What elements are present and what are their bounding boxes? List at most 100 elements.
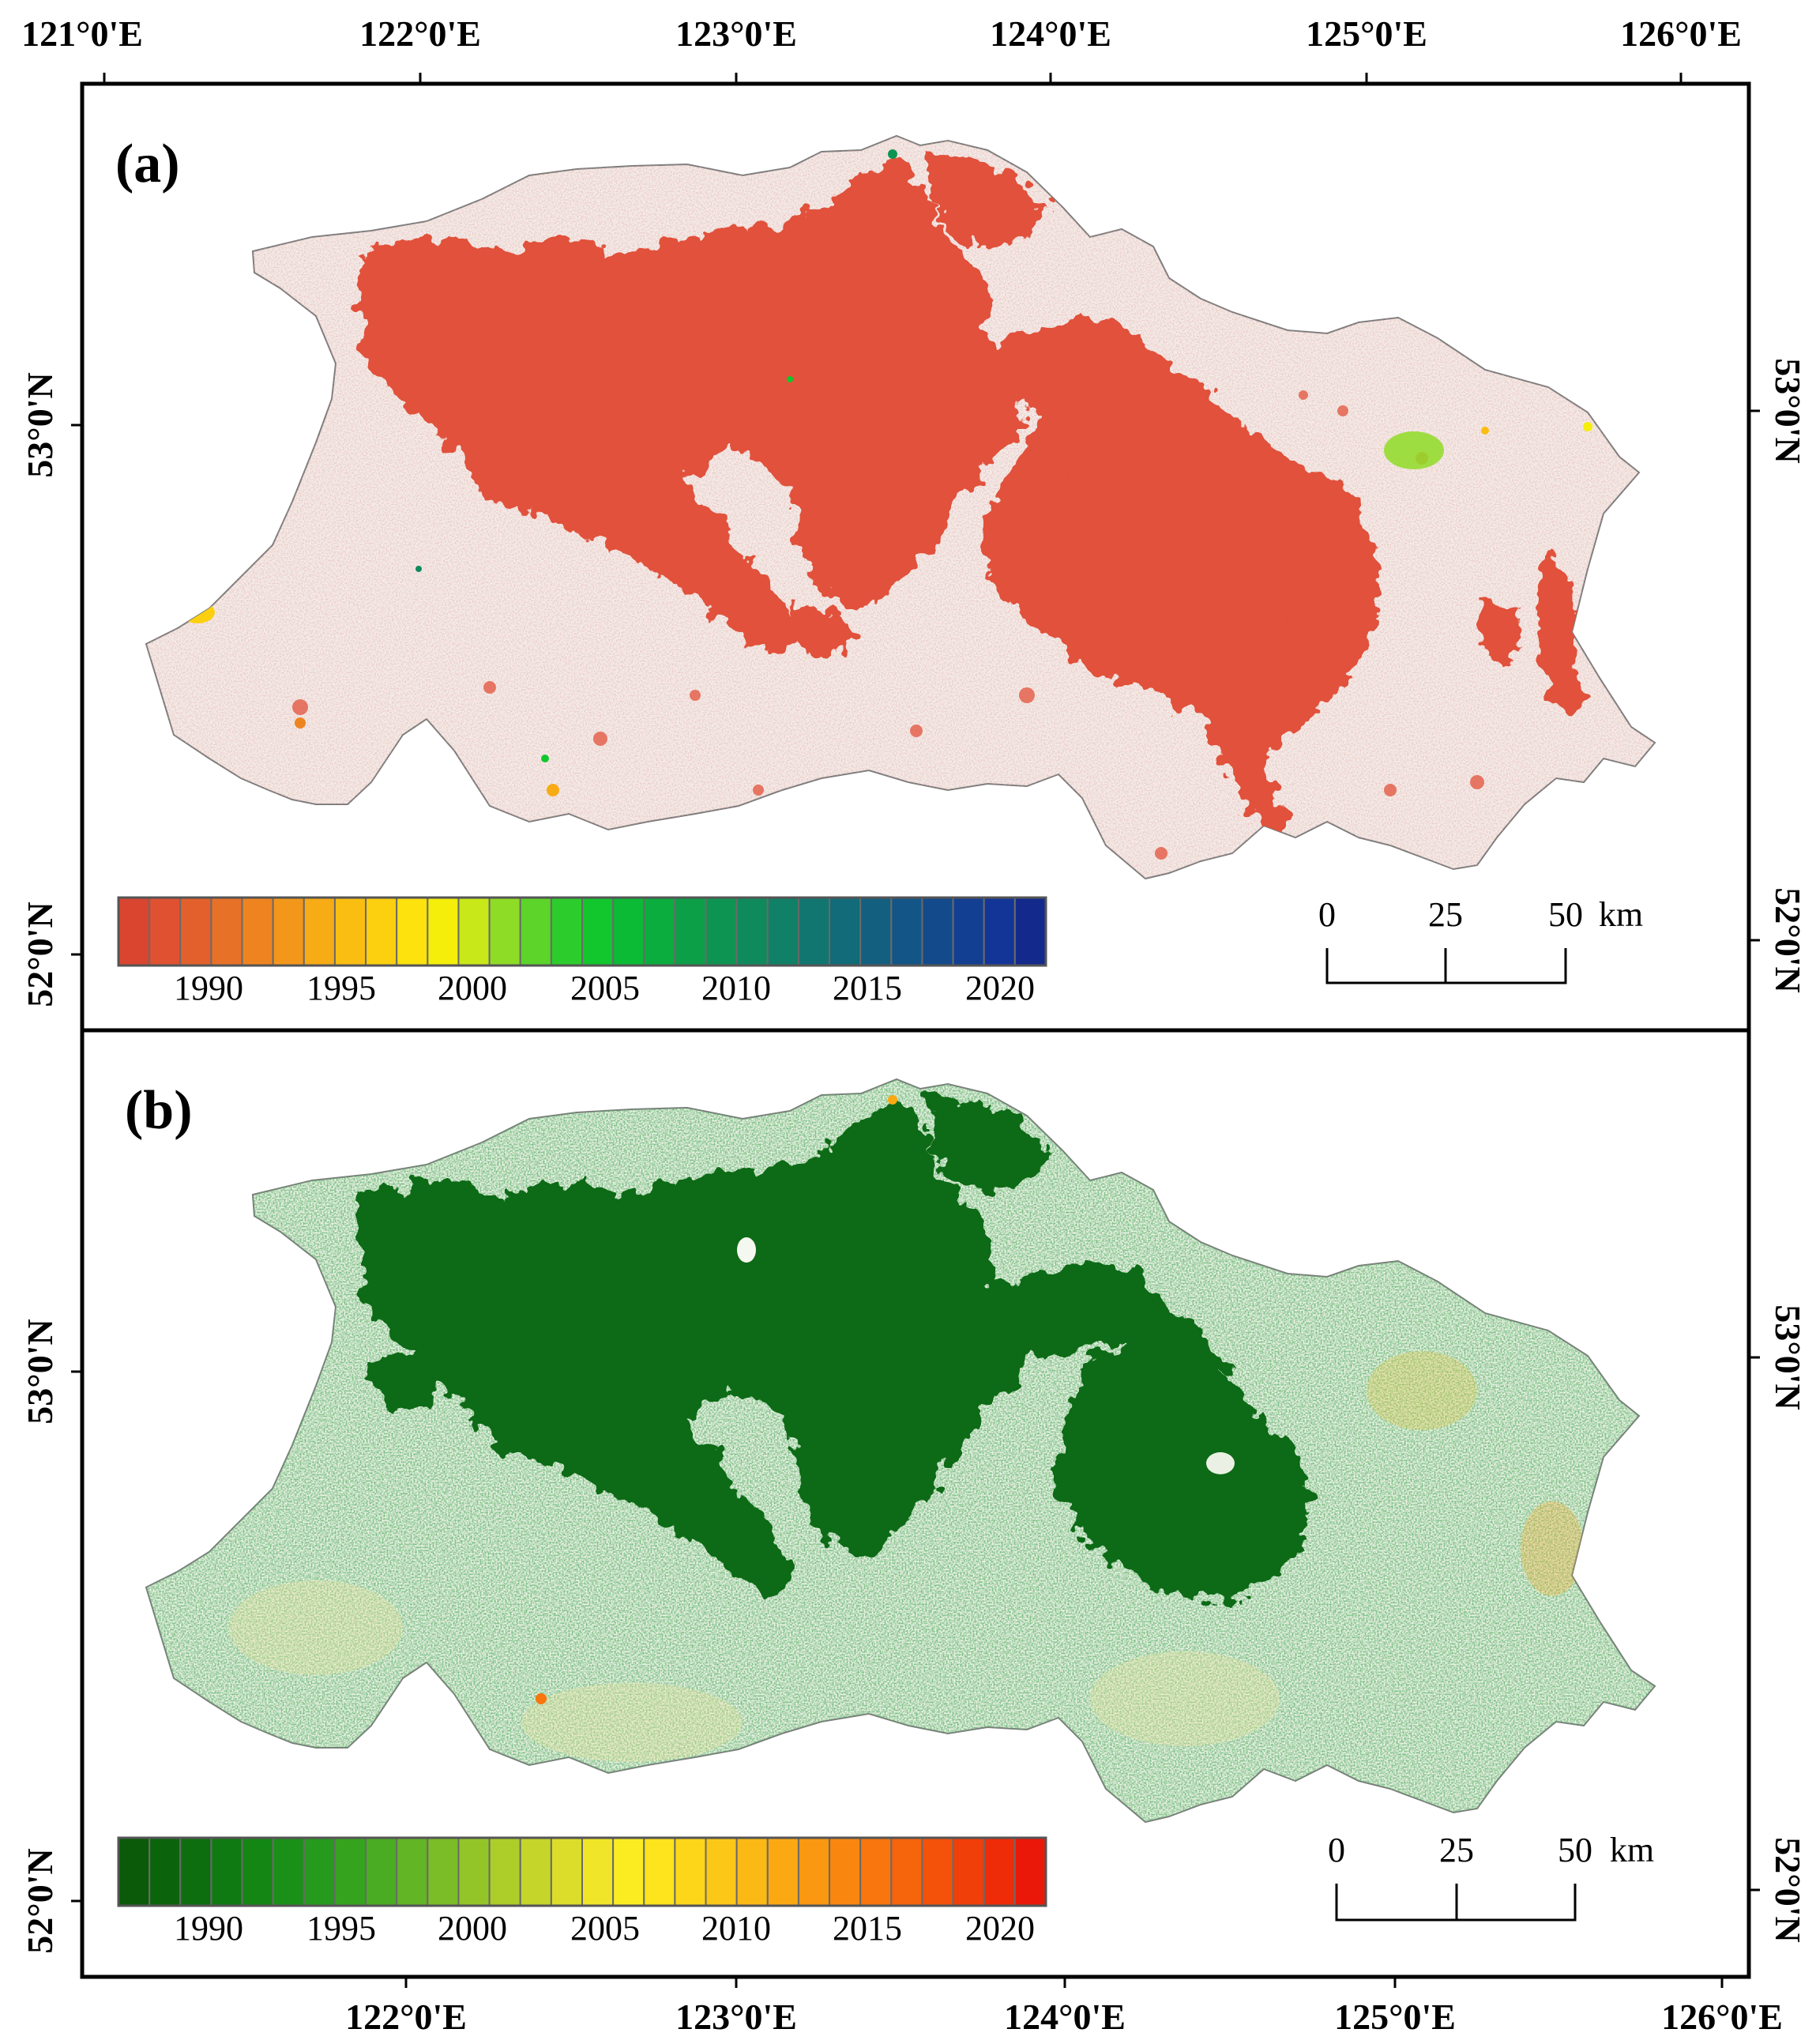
panel-b: (b) 1990 1995 2000 2005 2010 2015 2020 0… (20, 1028, 1808, 1988)
colorbar-cell (705, 1837, 738, 1907)
colorbar-cell (396, 1837, 429, 1907)
panel-b-ticks (71, 1356, 1760, 1988)
panel-a-colorbar-cells (118, 897, 1047, 966)
colorbar-cell (118, 897, 151, 966)
colorbar-cell (674, 1837, 707, 1907)
panel-a-scale-line (1325, 948, 1567, 984)
panel-b-colorbar-tick: 2000 (438, 1909, 507, 1948)
colorbar-cell (210, 897, 243, 966)
panel-a-colorbar-tick: 2000 (438, 969, 507, 1007)
colorbar-cell (859, 1837, 893, 1907)
panel-b-label: (b) (125, 1080, 193, 1141)
panel-b-scale-unit: km (1610, 1831, 1654, 1869)
top-lon-label: 126°0'E (1620, 13, 1742, 54)
panel-a-colorbar-tick: 2005 (570, 969, 640, 1007)
panel-b-left-lat-label: 53°0'N (20, 1319, 60, 1424)
bottom-lon-label: 126°0'E (1661, 1997, 1783, 2037)
bottom-lon-label: 123°0'E (675, 1997, 797, 2037)
colorbar-cell (735, 897, 769, 966)
panel-b-colorbar-tick: 2010 (701, 1909, 771, 1948)
panel-a-scale-label: 0 (1318, 895, 1336, 934)
panel-a-scale-label: 50 (1548, 895, 1583, 934)
colorbar-cell (550, 1837, 583, 1907)
colorbar-cell (179, 1837, 212, 1907)
panel-b-colorbar-cells (118, 1837, 1047, 1907)
colorbar-cell (612, 897, 645, 966)
colorbar-cell (983, 1837, 1016, 1907)
colorbar-cell (396, 897, 429, 966)
colorbar-cell (890, 1837, 923, 1907)
panel-b-scale-bar: 0 25 50 km (1328, 1831, 1654, 1922)
colorbar-cell (643, 1837, 676, 1907)
colorbar-cell (118, 1837, 151, 1907)
panel-b-colorbar: 1990 1995 2000 2005 2010 2015 2020 (117, 1836, 1047, 1948)
colorbar-cell (550, 897, 583, 966)
colorbar-cell (519, 1837, 552, 1907)
colorbar-cell (859, 897, 893, 966)
panel-a-colorbar-tick: 2015 (833, 969, 902, 1007)
top-lon-label: 124°0'E (990, 13, 1111, 54)
colorbar-cell (457, 1837, 491, 1907)
colorbar-cell (303, 897, 336, 966)
colorbar-cell (365, 897, 398, 966)
colorbar-cell (333, 897, 367, 966)
colorbar-cell (149, 897, 182, 966)
panel-b-colorbar-tick: 1990 (174, 1909, 243, 1948)
colorbar-cell (241, 1837, 274, 1907)
bottom-lon-label: 125°0'E (1334, 1997, 1456, 2037)
colorbar-cell (797, 897, 831, 966)
bottom-lon-label: 122°0'E (345, 1997, 467, 2037)
panel-a-scale-label: 25 (1428, 895, 1463, 934)
colorbar-cell (921, 1837, 954, 1907)
colorbar-cell (797, 1837, 831, 1907)
top-lon-label: 125°0'E (1306, 13, 1427, 54)
colorbar-cell (581, 897, 615, 966)
top-lon-label: 123°0'E (675, 13, 797, 54)
panel-a-colorbar-tick: 2010 (701, 969, 771, 1007)
colorbar-cell (921, 897, 954, 966)
panel-a-right-lat-label: 53°0'N (1768, 358, 1808, 463)
colorbar-cell (766, 1837, 799, 1907)
colorbar-cell (829, 1837, 862, 1907)
colorbar-cell (365, 1837, 398, 1907)
colorbar-cell (766, 897, 799, 966)
panel-a-scale-unit: km (1599, 895, 1643, 934)
panel-b-colorbar-tick: 2015 (833, 1909, 902, 1948)
panel-b-right-lat-label: 53°0'N (1768, 1304, 1808, 1410)
panel-b-recovery-patches (359, 1094, 1311, 1599)
colorbar-cell (983, 897, 1016, 966)
colorbar-cell (303, 1837, 336, 1907)
panel-b-right-lat-label: 52°0'N (1768, 1837, 1808, 1942)
colorbar-cell (890, 897, 923, 966)
colorbar-cell (519, 897, 552, 966)
colorbar-cell (488, 897, 521, 966)
colorbar-cell (210, 1837, 243, 1907)
panel-a-label: (a) (115, 134, 180, 194)
panel-b-recent-patch (536, 1693, 547, 1704)
panel-a: (a) 1990 1995 2000 2005 2010 2015 2020 0… (20, 73, 1808, 1033)
colorbar-cell (1013, 1837, 1047, 1907)
colorbar-cell (333, 1837, 367, 1907)
colorbar-cell (735, 1837, 769, 1907)
panel-a-disturbance-patches (359, 150, 1588, 838)
colorbar-cell (149, 1837, 182, 1907)
panel-a-scale-bar: 0 25 50 km (1318, 895, 1643, 984)
colorbar-cell (952, 1837, 985, 1907)
panel-a-colorbar: 1990 1995 2000 2005 2010 2015 2020 (117, 896, 1047, 1007)
panel-a-colorbar-tick: 2020 (965, 969, 1035, 1007)
panel-b-recent-patch (888, 1095, 897, 1105)
panel-b-scale-label: 0 (1328, 1831, 1345, 1869)
colorbar-cell (581, 1837, 615, 1907)
colorbar-cell (457, 897, 491, 966)
panel-b-colorbar-tick: 2020 (965, 1909, 1035, 1948)
panel-b-left-lat-label: 52°0'N (20, 1848, 60, 1953)
panel-a-left-lat-label: 52°0'N (20, 902, 60, 1007)
panel-b-scale-label: 25 (1439, 1831, 1474, 1869)
panel-b-scale-line (1335, 1884, 1577, 1922)
panel-a-top-ticks (71, 73, 1760, 956)
colorbar-cell (674, 897, 707, 966)
panel-b-colorbar-tick: 2005 (570, 1909, 640, 1948)
colorbar-cell (272, 1837, 305, 1907)
bottom-longitude-axis: 122°0'E 123°0'E 124°0'E 125°0'E 126°0'E (345, 1997, 1783, 2037)
